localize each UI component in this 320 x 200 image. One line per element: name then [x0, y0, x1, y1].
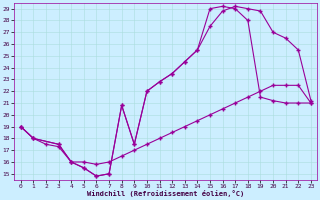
- X-axis label: Windchill (Refroidissement éolien,°C): Windchill (Refroidissement éolien,°C): [87, 190, 244, 197]
